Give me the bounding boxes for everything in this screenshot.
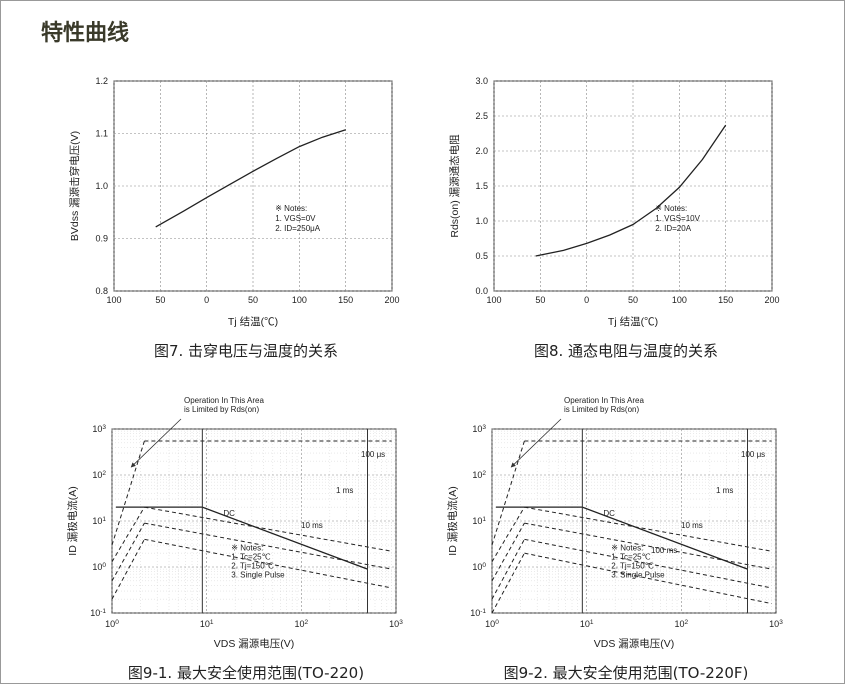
- svg-text:101: 101: [472, 516, 486, 527]
- svg-text:2. ID=20A: 2. ID=20A: [655, 224, 691, 233]
- chart-caption-fig8: 图8. 通态电阻与温度的关系: [446, 340, 806, 361]
- svg-text:0.9: 0.9: [95, 234, 108, 244]
- svg-text:102: 102: [472, 470, 486, 481]
- svg-text:1. VGS=10V: 1. VGS=10V: [655, 214, 700, 223]
- svg-text:1.5: 1.5: [475, 181, 488, 191]
- svg-text:VDS 漏源电压(V): VDS 漏源电压(V): [594, 637, 675, 650]
- chart-block-fig9-1: 100 101 102 103 10-1 100 101 102 103 VDS 漏源电压(V) I…: [66, 393, 426, 683]
- svg-text:100: 100: [292, 295, 307, 305]
- svg-text:2. Tj=150℃: 2. Tj=150℃: [231, 561, 273, 570]
- svg-text:Operation In This Area: Operation In This Area: [184, 396, 264, 405]
- svg-text:Rds(on) 漏源通态电阻: Rds(on) 漏源通态电阻: [448, 134, 461, 238]
- svg-text:102: 102: [675, 619, 689, 630]
- svg-text:0.0: 0.0: [475, 286, 488, 296]
- svg-text:ID 漏极电流(A): ID 漏极电流(A): [66, 486, 79, 555]
- svg-text:101: 101: [200, 619, 214, 630]
- chart-fig9-2: 100 101 102 103 10-1 100 101 102 103 VDS 漏源电压(V) I…: [446, 393, 806, 658]
- svg-text:100 μs: 100 μs: [741, 450, 765, 459]
- svg-text:Operation In This Area: Operation In This Area: [564, 396, 644, 405]
- svg-text:1. Tc=25℃: 1. Tc=25℃: [611, 552, 650, 561]
- svg-text:1. VGS=0V: 1. VGS=0V: [275, 214, 316, 223]
- svg-text:3. Single Pulse: 3. Single Pulse: [611, 570, 665, 579]
- svg-text:1.0: 1.0: [475, 216, 488, 226]
- chart-fig9-1: 100 101 102 103 10-1 100 101 102 103 VDS 漏源电压(V) I…: [66, 393, 426, 658]
- svg-text:1 ms: 1 ms: [716, 486, 733, 495]
- svg-text:1.2: 1.2: [95, 76, 108, 86]
- chart-block-fig9-2: 100 101 102 103 10-1 100 101 102 103 VDS 漏源电压(V) I…: [446, 393, 806, 683]
- svg-text:Tj 结温(℃): Tj 结温(℃): [608, 315, 658, 328]
- chart-fig7: 100 50 0 50 100 150 200 0.8 0.9 1.0 1.1 1.2 Tj 结温(℃)…: [66, 71, 426, 336]
- svg-text:is Limited by Rds(on): is Limited by Rds(on): [564, 405, 639, 414]
- svg-text:50: 50: [628, 295, 638, 305]
- svg-text:10 ms: 10 ms: [301, 521, 323, 530]
- svg-text:100: 100: [105, 619, 119, 630]
- chart-block-fig8: 100 50 0 50 100 150 200 0.0 0.5 1.0 1.5 2.0 2.5 3.0 Tj…: [446, 71, 806, 361]
- svg-text:Tj 结温(℃): Tj 结温(℃): [228, 315, 278, 328]
- svg-text:103: 103: [389, 619, 403, 630]
- svg-text:※ Notes:: ※ Notes:: [231, 543, 263, 552]
- svg-text:3.0: 3.0: [475, 76, 488, 86]
- chart-block-fig7: 100 50 0 50 100 150 200 0.8 0.9 1.0 1.1 1.2 Tj 结温(℃)…: [66, 71, 426, 361]
- svg-text:10-1: 10-1: [470, 608, 486, 619]
- svg-text:100 μs: 100 μs: [361, 450, 385, 459]
- svg-text:3. Single Pulse: 3. Single Pulse: [231, 570, 285, 579]
- svg-text:2. Tj=150℃: 2. Tj=150℃: [611, 561, 653, 570]
- svg-text:1 ms: 1 ms: [336, 486, 353, 495]
- svg-text:103: 103: [769, 619, 783, 630]
- svg-text:102: 102: [92, 470, 106, 481]
- svg-text:2. ID=250μA: 2. ID=250μA: [275, 224, 321, 233]
- chart-caption-fig7: 图7. 击穿电压与温度的关系: [66, 340, 426, 361]
- page-title: 特性曲线: [41, 15, 129, 47]
- svg-text:100: 100: [486, 295, 501, 305]
- chart-fig8: 100 50 0 50 100 150 200 0.0 0.5 1.0 1.5 2.0 2.5 3.0 Tj…: [446, 71, 806, 336]
- svg-text:50: 50: [535, 295, 545, 305]
- svg-text:※ Notes:: ※ Notes:: [275, 204, 307, 213]
- svg-text:ID 漏极电流(A): ID 漏极电流(A): [446, 486, 459, 555]
- svg-text:0: 0: [204, 295, 209, 305]
- svg-text:10 ms: 10 ms: [681, 521, 703, 530]
- svg-text:※ Notes:: ※ Notes:: [655, 204, 687, 213]
- svg-text:10-1: 10-1: [90, 608, 106, 619]
- svg-text:2.5: 2.5: [475, 111, 488, 121]
- svg-text:103: 103: [472, 424, 486, 435]
- svg-text:103: 103: [92, 424, 106, 435]
- svg-text:100: 100: [106, 295, 121, 305]
- svg-text:100: 100: [92, 562, 106, 573]
- svg-text:0.8: 0.8: [95, 286, 108, 296]
- svg-text:1. Tc=25℃: 1. Tc=25℃: [231, 552, 270, 561]
- svg-text:100: 100: [672, 295, 687, 305]
- svg-text:200: 200: [384, 295, 399, 305]
- svg-text:100: 100: [485, 619, 499, 630]
- svg-text:0.5: 0.5: [475, 251, 488, 261]
- svg-text:is Limited by Rds(on): is Limited by Rds(on): [184, 405, 259, 414]
- svg-text:1.1: 1.1: [95, 129, 108, 139]
- svg-text:50: 50: [248, 295, 258, 305]
- svg-text:VDS 漏源电压(V): VDS 漏源电压(V): [214, 637, 295, 650]
- svg-text:102: 102: [295, 619, 309, 630]
- svg-text:BVdss 漏源击穿电压(V): BVdss 漏源击穿电压(V): [68, 131, 81, 241]
- svg-text:100: 100: [472, 562, 486, 573]
- svg-text:100 ms: 100 ms: [651, 546, 677, 555]
- svg-text:150: 150: [338, 295, 353, 305]
- svg-text:200: 200: [764, 295, 779, 305]
- svg-text:1.0: 1.0: [95, 181, 108, 191]
- svg-text:150: 150: [718, 295, 733, 305]
- chart-caption-fig9-1: 图9-1. 最大安全使用范围(TO-220): [66, 662, 426, 683]
- svg-text:101: 101: [92, 516, 106, 527]
- svg-text:0: 0: [584, 295, 589, 305]
- svg-text:DC: DC: [223, 509, 235, 518]
- svg-text:50: 50: [155, 295, 165, 305]
- svg-text:※ Notes:: ※ Notes:: [611, 543, 643, 552]
- svg-text:101: 101: [580, 619, 594, 630]
- document-page: 特性曲线 100 50 0 50 100 150 200 0.8 0.9 1.0 1.1 1.2 Tj …: [0, 0, 845, 684]
- svg-text:2.0: 2.0: [475, 146, 488, 156]
- svg-text:DC: DC: [603, 509, 615, 518]
- chart-caption-fig9-2: 图9-2. 最大安全使用范围(TO-220F): [446, 662, 806, 683]
